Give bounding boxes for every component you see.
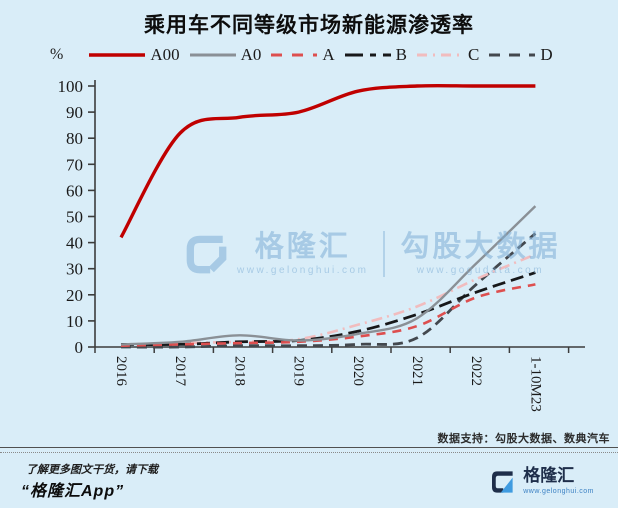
gelonghui-logo-icon bbox=[492, 471, 513, 493]
chart-legend: % A00 A0 A B C D bbox=[50, 45, 618, 65]
x-tick-label: 2019 bbox=[291, 356, 307, 386]
legend-label-A0: A0 bbox=[240, 45, 262, 64]
y-tick-label: 70 bbox=[66, 155, 83, 174]
series-line-C bbox=[120, 253, 536, 346]
x-tick-label: 2020 bbox=[350, 356, 366, 386]
watermark-brand-url: www.gelonghui.com bbox=[237, 264, 369, 276]
chart-title: 乘用车不同等级市场新能源渗透率 bbox=[144, 14, 474, 37]
y-tick-label: 60 bbox=[66, 181, 83, 200]
gelonghui-watermark-logo-icon bbox=[186, 235, 227, 274]
y-tick-label: 20 bbox=[66, 286, 83, 305]
legend-swatch-C bbox=[417, 53, 464, 57]
legend-label-B: B bbox=[395, 45, 408, 64]
watermark: 格隆汇 www.gelonghui.com 勾股大数据 www.gogudata… bbox=[183, 231, 560, 277]
legend-item-D: D bbox=[489, 45, 553, 65]
legend-item-A: A bbox=[271, 45, 335, 65]
line-chart: 0 10 20 30 40 50 60 70 80 90 100 2016 2017 2018 2019 20… bbox=[58, 77, 585, 412]
y-tick-label: 40 bbox=[66, 234, 83, 253]
y-tick-label: 100 bbox=[58, 77, 84, 96]
data-support-note: 数据支持：勾股大数据、数典汽车 bbox=[437, 433, 610, 445]
legend-swatch-D bbox=[489, 53, 536, 57]
gelonghui-logo-url: www.gelonghui.com bbox=[523, 487, 594, 495]
gelonghui-logo: 格隆汇 www.gelonghui.com bbox=[487, 466, 594, 497]
x-tick-label: 2017 bbox=[172, 356, 188, 387]
legend-item-B: B bbox=[344, 45, 408, 65]
series-line-A bbox=[120, 283, 536, 347]
watermark-partner-url: www.gogudata.com bbox=[416, 264, 545, 276]
watermark-brand-text: 格隆汇 bbox=[254, 230, 351, 263]
x-tick-label: 1-10M23 bbox=[527, 356, 543, 412]
footer-promo-line1: 了解更多图文干货，请下载 bbox=[26, 464, 158, 476]
footer-separator-solid bbox=[0, 447, 618, 448]
watermark-partner-block: 勾股大数据 www.gogudata.com bbox=[400, 230, 561, 276]
x-tick-label: 2016 bbox=[113, 356, 129, 387]
legend-label-D: D bbox=[540, 45, 553, 64]
legend-swatch-A0 bbox=[189, 53, 236, 57]
y-tick-label: 90 bbox=[66, 103, 83, 122]
footer-separator-dotted bbox=[0, 452, 618, 453]
y-axis-unit-label: % bbox=[50, 46, 64, 63]
legend-item-A0: A0 bbox=[189, 45, 262, 65]
legend-swatch-A00 bbox=[89, 53, 146, 57]
series-line-A00 bbox=[119, 83, 536, 239]
y-tick-label: 50 bbox=[66, 208, 83, 227]
series-line-D bbox=[120, 232, 537, 349]
legend-swatch-A bbox=[271, 53, 318, 57]
y-tick-label: 0 bbox=[75, 338, 84, 357]
series-line-A0 bbox=[120, 205, 537, 346]
legend-label-C: C bbox=[468, 45, 480, 64]
legend-item-A00: A00 bbox=[89, 45, 180, 65]
gelonghui-logo-text: 格隆汇 bbox=[523, 466, 575, 485]
x-tick-label: 2022 bbox=[468, 356, 484, 386]
watermark-brand-block: 格隆汇 www.gelonghui.com bbox=[183, 231, 368, 277]
x-tick-label: 2021 bbox=[409, 356, 425, 386]
legend-item-C: C bbox=[417, 45, 479, 65]
legend-label-A00: A00 bbox=[150, 45, 180, 64]
legend-label-A: A bbox=[322, 45, 335, 64]
y-tick-label: 30 bbox=[66, 260, 83, 279]
y-tick-label: 10 bbox=[66, 312, 83, 331]
watermark-partner-text: 勾股大数据 bbox=[400, 230, 561, 263]
y-tick-label: 80 bbox=[66, 129, 83, 148]
x-tick-label: 2018 bbox=[231, 356, 247, 386]
legend-swatch-B bbox=[344, 53, 391, 57]
footer-promo-line2: “格隆汇App” bbox=[21, 483, 125, 500]
watermark-divider bbox=[383, 231, 386, 277]
